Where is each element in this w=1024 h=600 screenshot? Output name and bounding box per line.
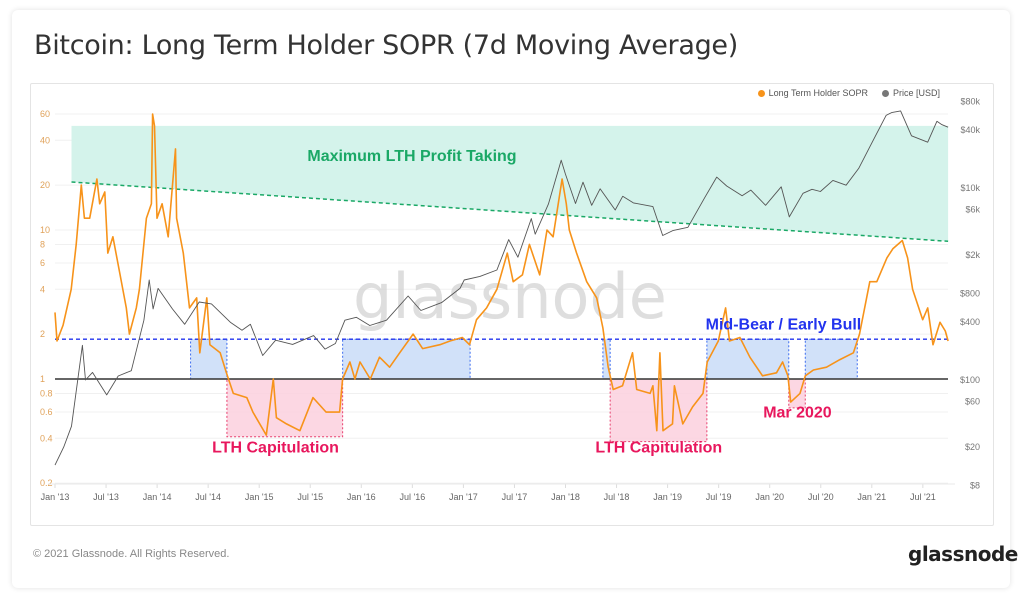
annotation-label: Mid-Bear / Early Bull	[706, 316, 862, 333]
x-tick-label: Jan '21	[857, 492, 886, 502]
legend-label: Price [USD]	[892, 88, 940, 98]
legend-item-sopr[interactable]: Long Term Holder SOPR	[757, 88, 868, 99]
mid-bear-zone	[804, 338, 858, 380]
y-right-tick-label: $40k	[960, 125, 980, 135]
x-tick-label: Jan '20	[755, 492, 784, 502]
y-right-tick-label: $100	[960, 375, 980, 385]
sopr-series-line	[54, 113, 949, 436]
y-right-tick-label: $800	[960, 288, 980, 298]
legend: Long Term Holder SOPR Price [USD]	[757, 88, 940, 99]
x-tick-label: Jul '14	[195, 492, 221, 502]
y-left-tick-label: 2	[40, 329, 45, 339]
legend-dot-icon	[757, 90, 765, 97]
x-tick-label: Jul '15	[297, 492, 323, 502]
y-left-tick-label: 0.2	[40, 478, 53, 488]
x-tick-label: Jul '13	[93, 492, 119, 502]
legend-dot-icon	[881, 90, 889, 97]
x-tick-label: Jul '21	[910, 492, 936, 502]
x-tick-label: Jan '16	[347, 492, 376, 502]
y-left-tick-label: 10	[40, 225, 50, 235]
y-right-tick-label: $6k	[965, 204, 980, 214]
legend-label: Long Term Holder SOPR	[768, 88, 868, 98]
annotation-label: Mar 2020	[763, 405, 832, 422]
x-tick-label: Jan '14	[143, 492, 172, 502]
y-left-tick-label: 1	[40, 374, 45, 384]
y-right-tick-label: $60	[965, 396, 980, 406]
page-title: Bitcoin: Long Term Holder SOPR (7d Movin…	[34, 30, 738, 61]
watermark: glassnode	[353, 260, 667, 333]
y-left-tick-label: 40	[40, 135, 50, 145]
y-right-tick-label: $10k	[960, 183, 980, 193]
x-tick-label: Jul '19	[706, 492, 732, 502]
annotation-label: Maximum LTH Profit Taking	[307, 148, 516, 165]
glassnode-logo: glassnode	[908, 542, 1018, 566]
y-left-tick-label: 20	[40, 180, 50, 190]
x-tick-label: Jul '16	[399, 492, 425, 502]
y-left-tick-label: 0.6	[40, 407, 53, 417]
x-tick-label: Jul '17	[502, 492, 528, 502]
mid-bear-zone	[190, 338, 228, 380]
x-tick-label: Jan '19	[653, 492, 682, 502]
price-series-line	[54, 110, 949, 466]
chart-frame	[30, 83, 994, 526]
y-left-tick-label: 60	[40, 109, 50, 119]
y-right-tick-label: $400	[960, 317, 980, 327]
x-tick-label: Jan '17	[449, 492, 478, 502]
legend-item-price[interactable]: Price [USD]	[881, 88, 940, 99]
x-tick-label: Jul '18	[604, 492, 630, 502]
annotation-label: LTH Capitulation	[212, 440, 339, 457]
copyright: © 2021 Glassnode. All Rights Reserved.	[33, 548, 230, 560]
y-left-tick-label: 0.4	[40, 433, 53, 443]
x-tick-label: Jan '15	[245, 492, 274, 502]
annotation-label: LTH Capitulation	[595, 440, 722, 457]
x-tick-label: Jan '13	[41, 492, 70, 502]
x-tick-label: Jul '20	[808, 492, 834, 502]
y-right-tick-label: $8	[970, 480, 980, 490]
y-left-tick-label: 6	[40, 258, 45, 268]
y-left-tick-label: 4	[40, 284, 45, 294]
x-tick-label: Jan '18	[551, 492, 580, 502]
capitulation-zone	[226, 378, 344, 438]
profit-taking-zone	[71, 125, 949, 242]
y-left-tick-label: 0.8	[40, 388, 53, 398]
y-right-tick-label: $20	[965, 442, 980, 452]
y-right-tick-label: $2k	[965, 250, 980, 260]
chart-card	[12, 10, 1010, 588]
mid-bear-zone	[342, 338, 471, 380]
y-right-tick-label: $80k	[960, 96, 980, 106]
y-left-tick-label: 8	[40, 239, 45, 249]
